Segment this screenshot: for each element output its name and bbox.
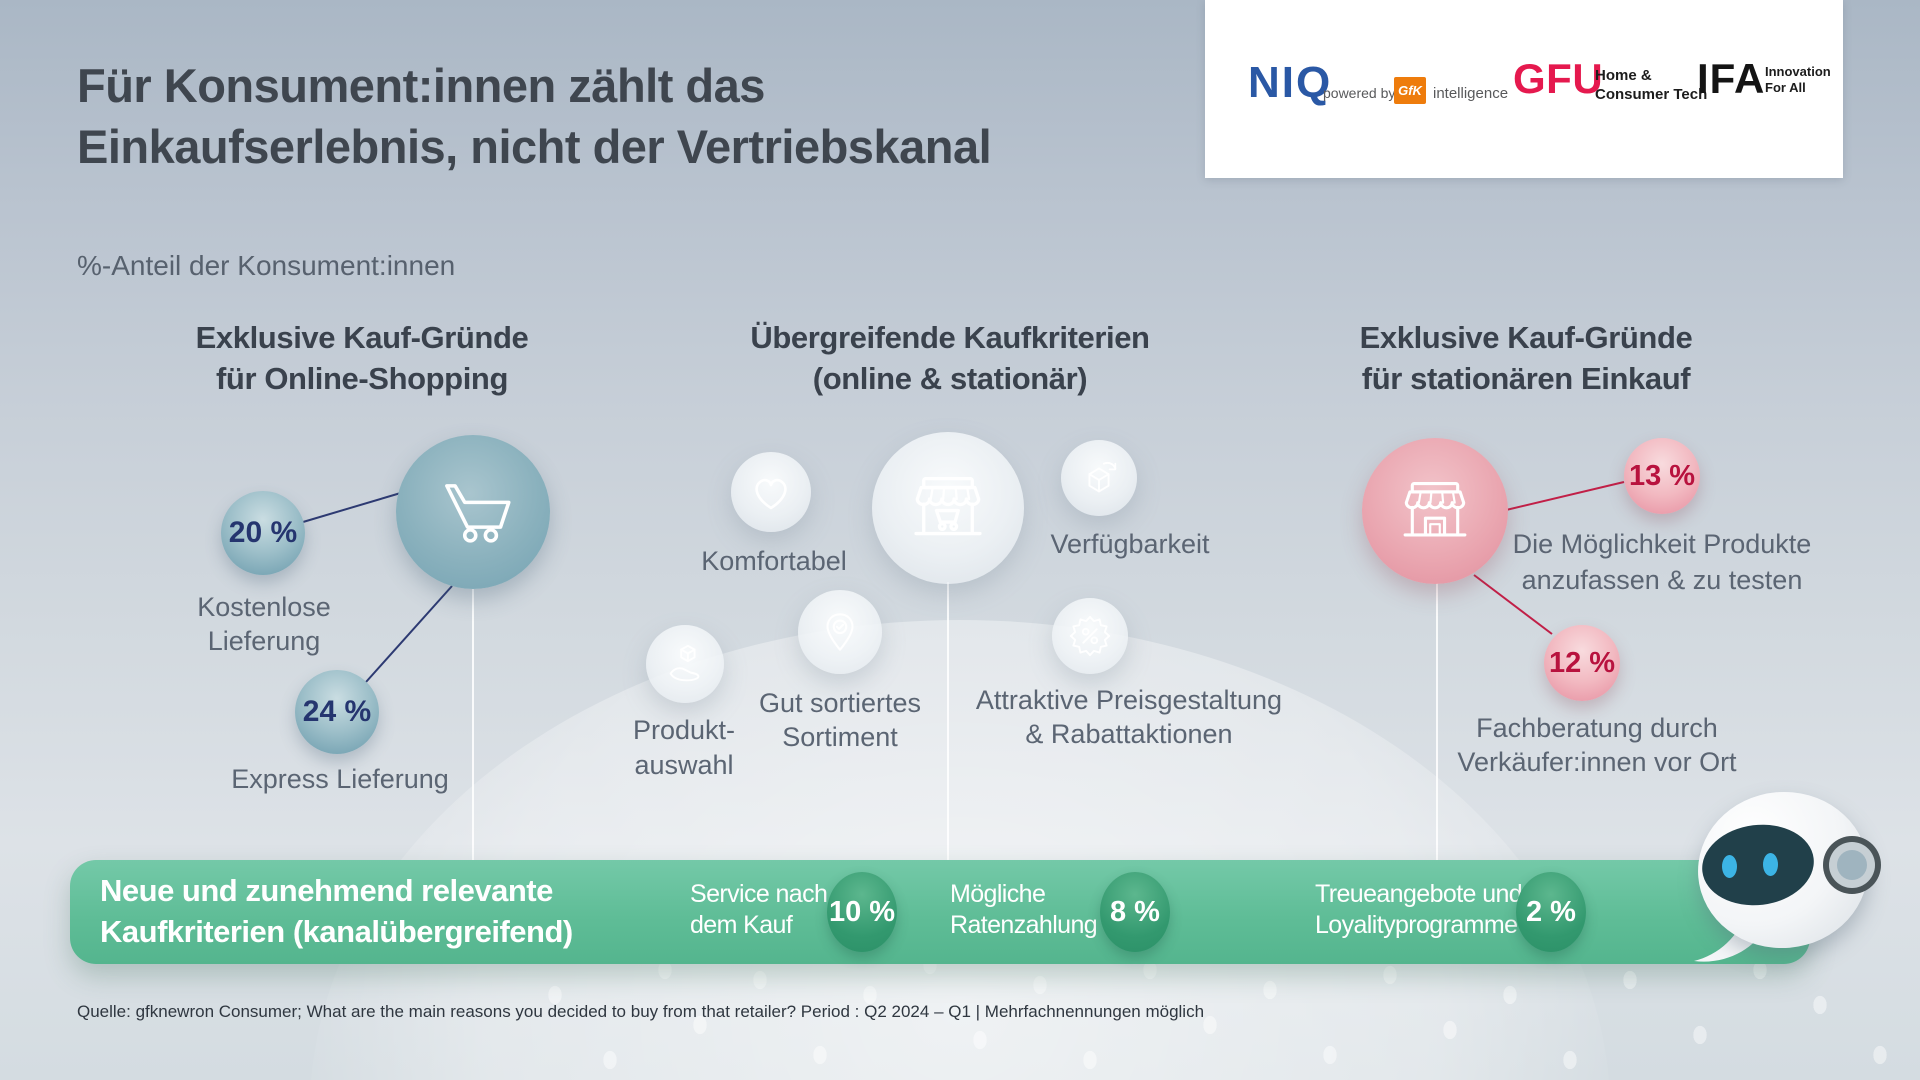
pricing-circle	[1052, 598, 1128, 674]
niq-powered-by-label: powered by	[1323, 85, 1396, 101]
logo-box: NIQ powered by GfK intelligence GFU Home…	[1205, 0, 1843, 178]
availability-circle	[1061, 440, 1137, 516]
gfu-logo: GFU	[1513, 55, 1604, 102]
niq-logo: NIQ	[1248, 58, 1333, 107]
robot-eye-left	[1722, 855, 1737, 878]
online-cart-circle	[396, 435, 550, 589]
robot-mascot	[1650, 770, 1910, 1000]
percent-badge-icon	[1069, 615, 1111, 657]
store-icon	[1403, 481, 1467, 537]
banner-item-loyalty: Treueangebote und Loyalityprogramme	[1315, 880, 1523, 939]
page-title-line1: Für Konsument:innen zählt das	[77, 59, 765, 112]
heart-icon	[755, 478, 787, 510]
niq-intelligence-label: intelligence	[1433, 85, 1509, 102]
page-title-line2: Einkaufserlebnis, nicht der Vertriebskan…	[77, 120, 992, 173]
page-subtitle: %-Anteil der Konsument:innen	[77, 250, 456, 281]
dot-pattern	[0, 955, 1920, 1080]
heading-shared: Übergreifende Kaufkriterien (online & st…	[750, 320, 1150, 396]
gfu-tagline: Home & Consumer Tech	[1595, 67, 1708, 103]
banner-heading: Neue und zunehmend relevante Kaufkriteri…	[100, 873, 573, 949]
banner-item-service: Service nach dem Kauf	[690, 880, 828, 939]
banner-item-installment: Mögliche Ratenzahlung	[950, 880, 1098, 939]
shopping-cart-icon	[445, 484, 511, 543]
label-product-choice: Produkt- auswahl	[632, 715, 736, 780]
package-icon	[1088, 461, 1117, 493]
label-comfort: Komfortabel	[701, 546, 847, 576]
online-bubble-express-delivery: 24 %	[295, 670, 379, 754]
page-title: Für Konsument:innen zählt das Einkaufser…	[77, 55, 1177, 177]
product-choice-circle	[646, 625, 724, 703]
label-free-delivery: Kostenlose Lieferung	[197, 592, 331, 656]
heading-online: Exklusive Kauf-Gründe für Online-Shoppin…	[195, 320, 529, 396]
ifa-logo: IFA	[1697, 55, 1766, 102]
banner-value-installment: 8 %	[1100, 872, 1170, 952]
stationary-bubble-advice: 12 %	[1544, 625, 1620, 701]
hand-box-icon	[669, 644, 700, 682]
banner-value-service: 10 %	[827, 872, 897, 952]
store-circle	[872, 432, 1024, 584]
label-availability: Verfügbarkeit	[1050, 529, 1210, 559]
gfk-logo: GfK	[1394, 77, 1426, 104]
label-pricing: Attraktive Preisgestaltung & Rabattaktio…	[975, 685, 1283, 749]
heading-stationary: Exklusive Kauf-Gründe für stationären Ei…	[1359, 320, 1693, 396]
stationary-bubble-touch: 13 %	[1624, 438, 1700, 514]
source-note: Quelle: gfknewron Consumer; What are the…	[77, 1002, 1205, 1021]
label-touch-test: Die Möglichkeit Produkte anzufassen & zu…	[1512, 529, 1812, 595]
banner-value-loyalty: 2 %	[1516, 872, 1586, 952]
label-assortment: Gut sortiertes Sortiment	[758, 688, 922, 752]
location-check-icon	[826, 613, 854, 651]
assortment-circle	[798, 590, 882, 674]
robot-eye-right	[1763, 853, 1778, 876]
label-express-delivery: Express Lieferung	[231, 764, 449, 794]
online-bubble-free-delivery: 20 %	[221, 491, 305, 575]
ifa-tagline: Innovation For All	[1765, 64, 1831, 95]
label-advice: Fachberatung durch Verkäufer:innen vor O…	[1457, 713, 1737, 777]
stationary-store-circle	[1362, 438, 1508, 584]
storefront-icon	[914, 476, 982, 536]
comfort-circle	[731, 452, 811, 532]
